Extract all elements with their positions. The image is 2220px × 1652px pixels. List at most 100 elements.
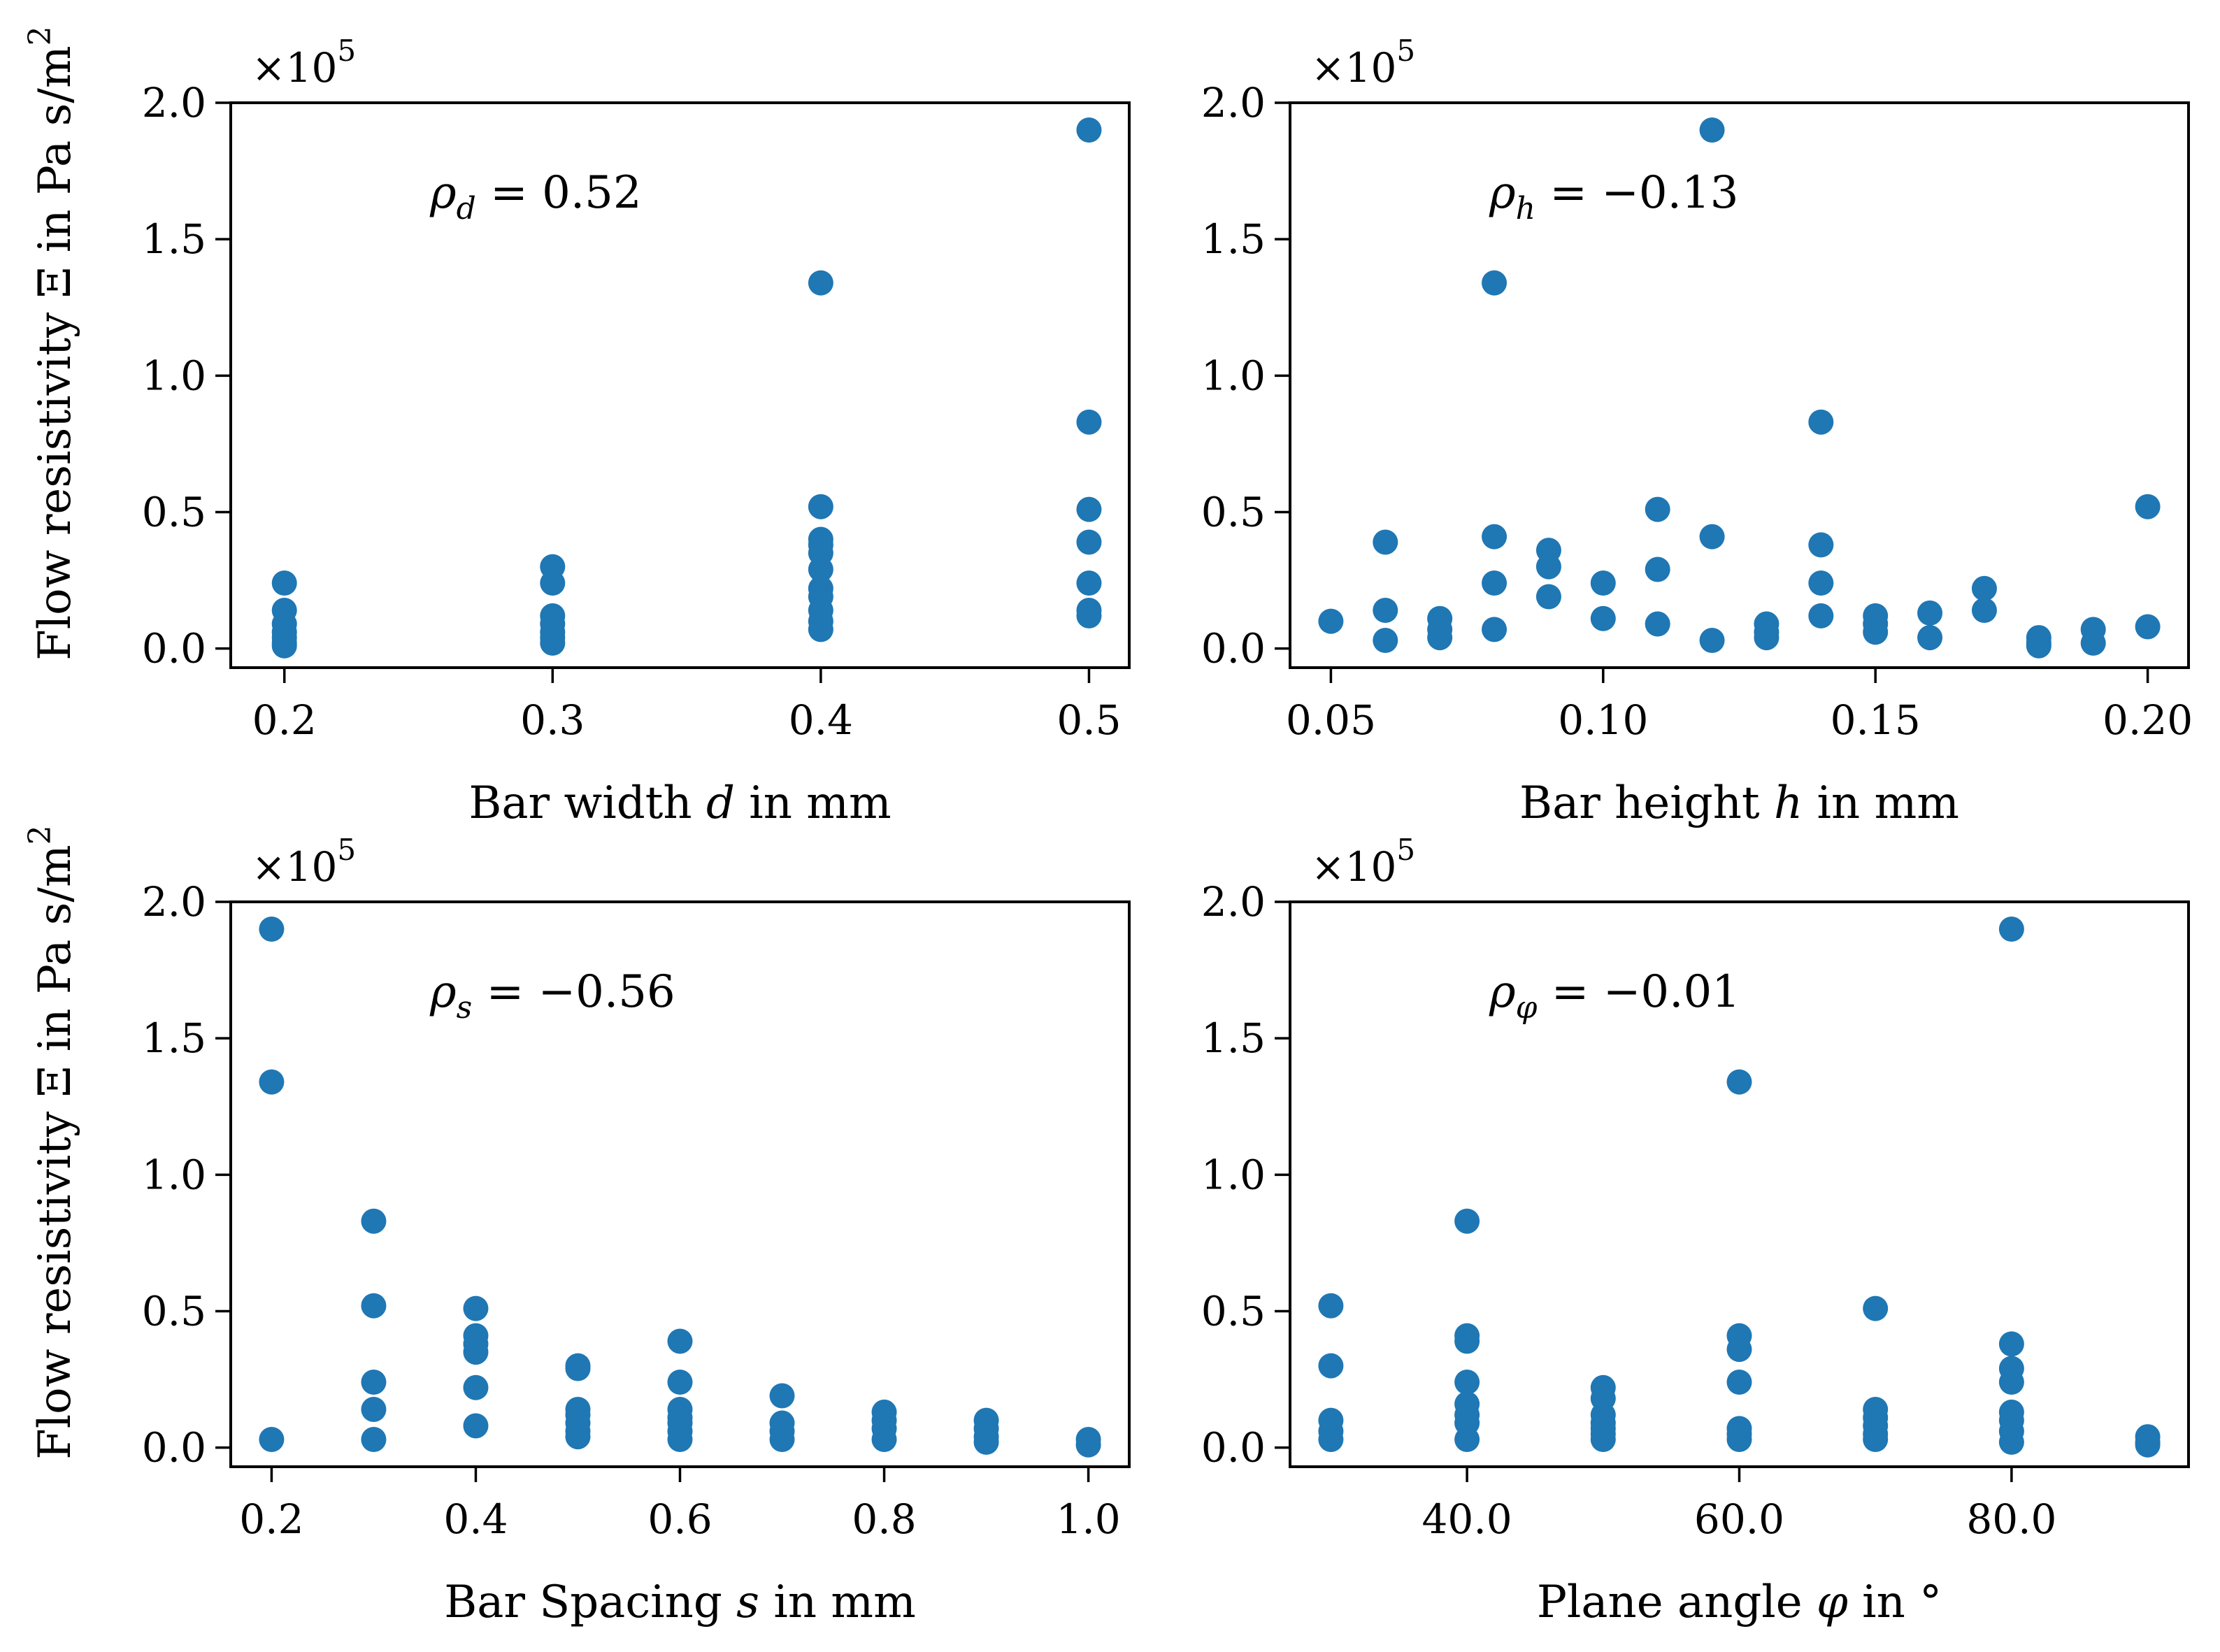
x-tick-label: 0.3 (520, 696, 585, 744)
data-point (808, 494, 833, 519)
data-point (1917, 625, 1943, 651)
x-axis-label: Plane angle φ in ° (1537, 1576, 1942, 1628)
y-axis-label: Flow resistivity Ξ in Pa s/m2 (22, 825, 81, 1459)
y-tick-label: 1.0 (1201, 1151, 1266, 1198)
data-point (667, 1426, 693, 1452)
y-tick-label: 1.5 (142, 215, 206, 263)
data-point (667, 1369, 693, 1395)
data-point (1482, 570, 1508, 596)
y-multiplier: ×105 (1311, 833, 1415, 891)
data-point (361, 1397, 387, 1423)
y-tick-label: 2.0 (142, 878, 206, 926)
data-point (1076, 529, 1102, 555)
data-point (2135, 494, 2161, 519)
data-point (1076, 603, 1102, 629)
data-point (1863, 619, 1889, 645)
data-point (1998, 917, 2024, 942)
data-point (1590, 605, 1616, 631)
data-point (1808, 532, 1834, 558)
y-axis-label: Flow resistivity Ξ in Pa s/m2 (22, 26, 81, 660)
data-point (1373, 627, 1398, 653)
plot-frame (1289, 101, 2190, 669)
data-point (271, 633, 297, 659)
data-point (1726, 1369, 1752, 1395)
data-point (1454, 1328, 1480, 1354)
data-point (1998, 1369, 2024, 1395)
data-point (1075, 1432, 1101, 1458)
data-point (1808, 570, 1834, 596)
data-point (259, 1426, 285, 1452)
x-tick-label: 0.2 (239, 1495, 303, 1543)
data-point (1971, 575, 1997, 601)
data-point (1318, 1426, 1344, 1452)
x-tick-label: 0.2 (252, 696, 317, 744)
data-point (1535, 554, 1561, 580)
data-point (2026, 633, 2051, 659)
data-point (1726, 1337, 1752, 1363)
data-point (565, 1356, 591, 1381)
data-point (1754, 625, 1779, 651)
data-point (769, 1426, 795, 1452)
data-point (1726, 1426, 1752, 1452)
x-tick-label: 40.0 (1422, 1495, 1512, 1543)
data-point (361, 1426, 387, 1452)
data-point (463, 1413, 489, 1439)
data-point (1076, 570, 1102, 596)
x-tick-label: 0.20 (2103, 696, 2193, 744)
data-point (463, 1374, 489, 1400)
data-point (463, 1339, 489, 1365)
data-point (271, 570, 297, 596)
data-point (259, 1069, 285, 1095)
data-point (1590, 570, 1616, 596)
data-point (1076, 117, 1102, 143)
y-tick-label: 0.0 (1201, 1424, 1266, 1472)
data-point (1482, 524, 1508, 550)
plot-frame (229, 101, 1131, 669)
data-point (1808, 603, 1834, 629)
x-tick-label: 60.0 (1694, 1495, 1784, 1543)
y-tick-label: 1.5 (1201, 215, 1266, 263)
data-point (1863, 1295, 1889, 1321)
x-tick-label: 0.10 (1558, 696, 1648, 744)
x-tick-label: 0.4 (789, 696, 853, 744)
y-multiplier: ×105 (1311, 34, 1415, 92)
correlation-annotation: ρφ = −0.01 (1489, 966, 1740, 1026)
y-tick-label: 0.5 (142, 489, 206, 536)
data-point (1971, 598, 1997, 624)
data-point (540, 570, 566, 596)
x-axis-label: Bar Spacing s in mm (444, 1576, 916, 1628)
x-tick-label: 0.5 (1057, 696, 1121, 744)
data-point (871, 1426, 897, 1452)
y-tick-label: 1.0 (1201, 352, 1266, 399)
data-point (2135, 1432, 2161, 1458)
y-tick-label: 0.5 (1201, 1288, 1266, 1335)
y-tick-label: 0.0 (142, 1424, 206, 1472)
y-multiplier: ×105 (252, 34, 356, 92)
y-multiplier: ×105 (252, 833, 356, 891)
data-point (259, 917, 285, 942)
x-tick-label: 0.4 (443, 1495, 508, 1543)
data-point (1726, 1069, 1752, 1095)
data-point (1454, 1426, 1480, 1452)
data-point (1427, 625, 1453, 651)
data-point (973, 1429, 999, 1455)
x-tick-label: 0.05 (1286, 696, 1376, 744)
data-point (1318, 1353, 1344, 1379)
y-tick-label: 0.5 (1201, 489, 1266, 536)
data-point (1863, 1426, 1889, 1452)
x-axis-label: Bar width d in mm (468, 777, 891, 829)
data-point (1482, 270, 1508, 296)
data-point (1699, 627, 1725, 653)
data-point (1076, 409, 1102, 435)
data-point (808, 270, 833, 296)
data-point (1699, 117, 1725, 143)
data-point (769, 1383, 795, 1409)
data-point (1454, 1369, 1480, 1395)
y-tick-label: 0.0 (1201, 625, 1266, 673)
x-tick-label: 80.0 (1966, 1495, 2056, 1543)
data-point (1645, 556, 1670, 582)
correlation-annotation: ρh = −0.13 (1489, 167, 1738, 227)
data-point (1318, 608, 1344, 634)
data-point (1808, 409, 1834, 435)
